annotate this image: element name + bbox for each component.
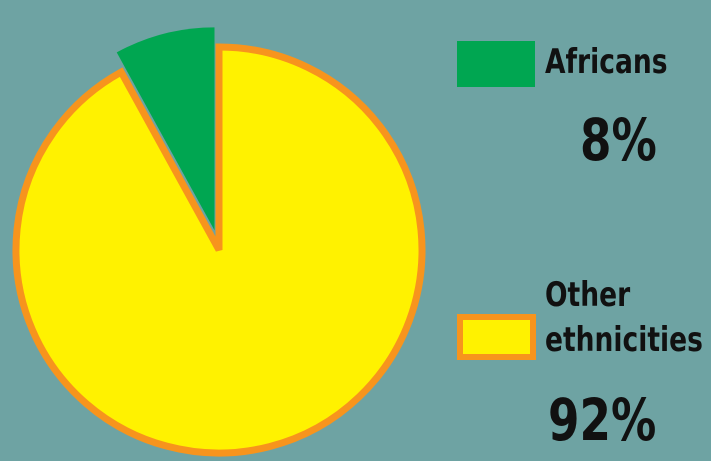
legend-value-africans: 8% (580, 106, 657, 174)
legend-label-other-ethnicities-line-2: ethnicities (545, 320, 703, 360)
pie-slice-0 (116, 27, 215, 231)
legend-label-other-ethnicities-line-1: Other (545, 275, 631, 315)
pie-slice-1 (12, 43, 426, 457)
legend-swatch-other-ethnicities (457, 314, 536, 360)
legend-value-other-ethnicities: 92% (548, 386, 657, 454)
legend-swatch-africans (457, 41, 535, 87)
legend-label-africans: Africans (545, 42, 668, 82)
